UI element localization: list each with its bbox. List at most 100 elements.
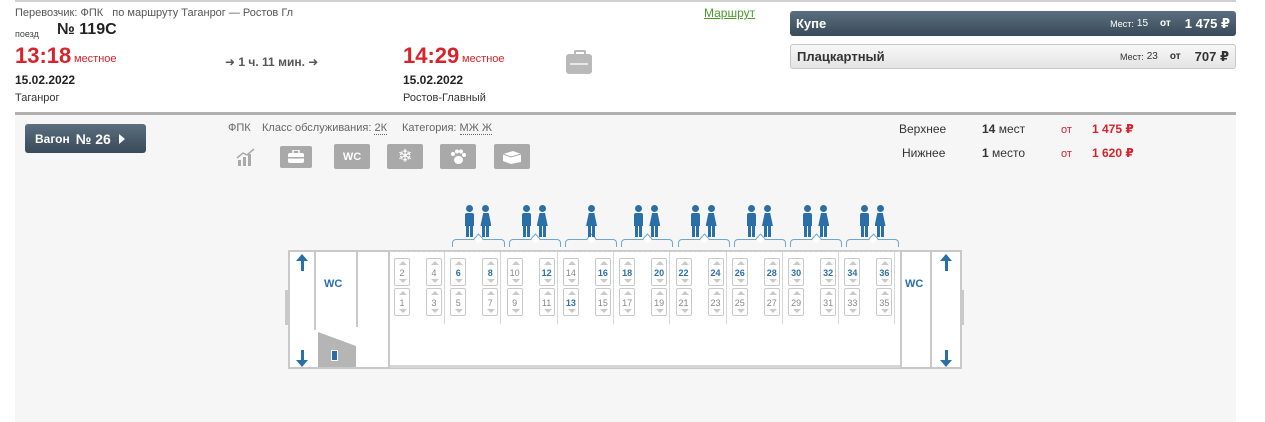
wc-left-label: WC [324,278,343,290]
seat-19[interactable]: 19 [651,288,668,316]
seat-4[interactable]: 4 [426,258,442,286]
class-row-platskart[interactable]: Плацкартный Мест: 23 от 707 ₽ [790,44,1236,69]
compartment-wall [556,252,558,324]
seat-12[interactable]: 12 [538,258,555,286]
car-partition [388,252,390,367]
seat-number: 5 [455,298,461,308]
seat-30[interactable]: 30 [788,258,805,286]
male-passenger-icon [521,205,532,237]
male-passenger-icon [859,205,870,237]
seat-number: 34 [847,268,858,278]
arrow-down-icon [939,350,953,368]
class-name: Плацкартный [797,49,885,64]
seat-13[interactable]: 13 [562,288,579,316]
lower-unit: место [992,146,1025,160]
arrow-down-icon [295,350,309,368]
category-value[interactable]: МЖ Ж [459,122,493,135]
seat-number: 16 [597,268,608,278]
train-number: № 119С [57,21,117,38]
compartment-bracket [508,239,561,247]
seat-5[interactable]: 5 [450,288,467,316]
male-passenger-icon [746,205,757,237]
female-passenger-icon [761,205,773,237]
compartment-wall [500,252,502,324]
service-class-value[interactable]: 2К [374,122,388,135]
compartment-bracket [564,239,618,247]
car-partition [930,252,932,367]
arrow-right-icon: ➜ [308,55,319,69]
seat-number: 35 [879,298,890,308]
class-price: 1 475 ₽ [1184,15,1230,31]
seat-number: 12 [541,268,552,278]
category: Категория: МЖ Ж [402,122,493,135]
seat-3[interactable]: 3 [426,288,442,316]
car-door [960,290,964,325]
seat-24[interactable]: 24 [707,258,724,286]
seat-22[interactable]: 22 [675,258,692,286]
compartment-wall [894,252,896,324]
service-class-label: Класс обслуживания: [262,122,372,134]
seat-2[interactable]: 2 [394,258,410,286]
route-link[interactable]: Маршрут [704,6,756,20]
seat-18[interactable]: 18 [619,258,636,286]
car-partition [900,252,902,367]
arrow-up-icon [939,254,953,272]
seat-26[interactable]: 26 [731,258,748,286]
departure-station: Таганрог [15,92,60,104]
seat-number: 21 [678,298,689,308]
male-passenger-icon [802,205,813,237]
compartment-bracket [790,239,843,247]
seat-17[interactable]: 17 [619,288,636,316]
lower-price: 1 620 ₽ [1092,146,1134,160]
seat-10[interactable]: 10 [506,258,523,286]
departure-date: 15.02.2022 [15,73,76,87]
seat-number: 6 [455,268,461,278]
chart-icon [228,144,264,169]
seat-20[interactable]: 20 [651,258,668,286]
seat-28[interactable]: 28 [763,258,780,286]
baggage-icon [280,146,312,168]
top-divider [15,0,1236,2]
seat-25[interactable]: 25 [731,288,748,316]
seat-29[interactable]: 29 [788,288,805,316]
carrier-route-text: Перевозчик: ФПК по маршруту Таганрог — Р… [15,7,294,19]
seat-number: 2 [399,268,405,278]
seat-number: 32 [823,268,834,278]
seat-33[interactable]: 33 [844,288,861,316]
lower-from: от [1061,148,1072,160]
male-passenger-icon [633,205,644,237]
caret-right-icon [118,133,125,144]
seat-14[interactable]: 14 [562,258,579,286]
seat-32[interactable]: 32 [820,258,837,286]
seat-35[interactable]: 35 [876,288,893,316]
seat-number: 9 [512,298,518,308]
snowflake-icon: ❄ [387,144,423,169]
seat-11[interactable]: 11 [538,288,555,316]
upper-seats-label: Верхнее [899,122,947,136]
female-passenger-icon [818,205,830,237]
seat-6[interactable]: 6 [450,258,467,286]
from-label: от [1160,18,1171,29]
seat-number: 18 [622,268,633,278]
class-row-kupe[interactable]: Купе Мест: 15 от 1 475 ₽ [790,11,1236,36]
seat-number: 17 [622,298,633,308]
upper-from: от [1061,124,1072,136]
upper-count: 14 [982,122,996,136]
seat-23[interactable]: 23 [707,288,724,316]
seat-8[interactable]: 8 [482,258,499,286]
seat-9[interactable]: 9 [506,288,523,316]
compartment-bracket [677,239,730,247]
seat-16[interactable]: 16 [594,258,611,286]
seat-27[interactable]: 27 [763,288,780,316]
seat-1[interactable]: 1 [394,288,410,316]
seat-7[interactable]: 7 [482,288,499,316]
seat-36[interactable]: 36 [876,258,893,286]
wagon-select-button[interactable]: Вагон № 26 [25,124,146,153]
compartment-wall [781,252,783,324]
seat-15[interactable]: 15 [594,288,611,316]
from-label: от [1169,51,1181,62]
seat-34[interactable]: 34 [844,258,861,286]
arrival-time-note: местное [462,53,505,65]
seat-31[interactable]: 31 [820,288,837,316]
seat-21[interactable]: 21 [675,288,692,316]
